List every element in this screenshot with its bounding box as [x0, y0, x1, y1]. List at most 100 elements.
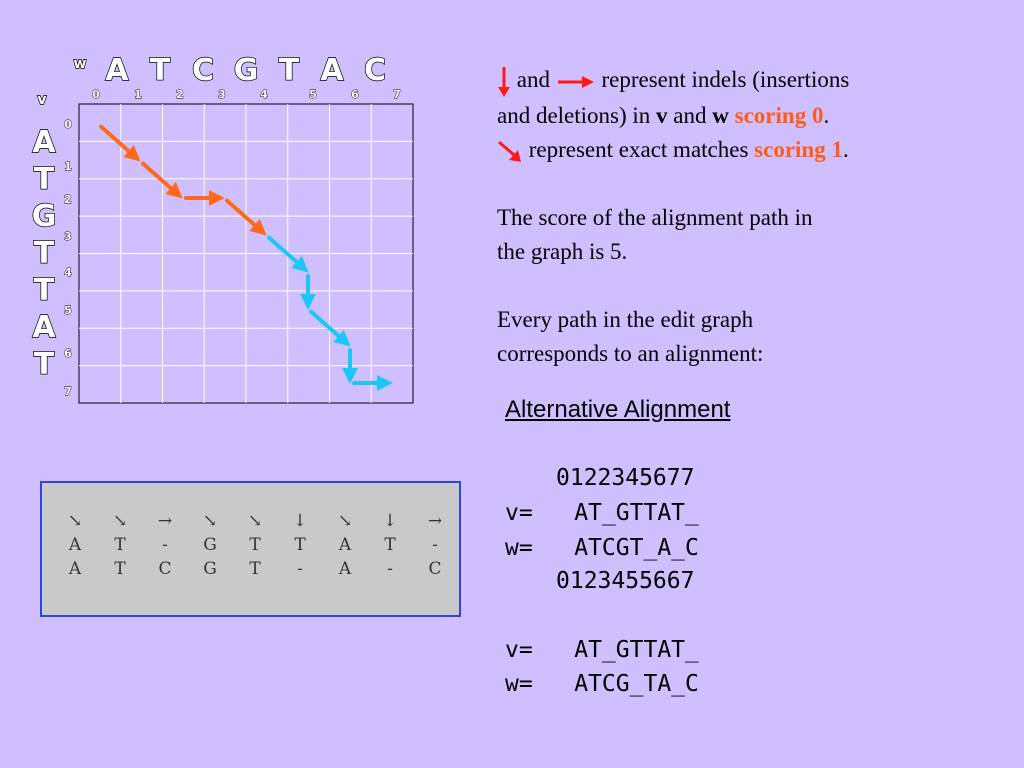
column-index: 3: [218, 88, 226, 101]
v-letter: T: [34, 347, 55, 382]
alignment-w-char: C: [158, 559, 172, 579]
alignment-v-char: G: [203, 535, 217, 555]
alignment-v-char: -: [162, 535, 168, 555]
alignment-arrow: →: [157, 511, 173, 531]
alignment-arrow: ↘: [247, 511, 263, 531]
alignment-arrow: ↓: [292, 511, 308, 531]
path-arrow-diagonal: [225, 198, 267, 236]
score-line-2: the graph is 5.: [497, 238, 628, 264]
v-letter: A: [32, 125, 56, 160]
score-statement: The score of the alignment path in the g…: [497, 201, 937, 269]
alignment-column: ↘ G G: [195, 509, 225, 581]
path-arrow-diagonal: [141, 161, 183, 199]
row-index: 0: [64, 118, 72, 131]
alignment-v-char: A: [338, 535, 352, 555]
column-index: 7: [393, 88, 401, 101]
indel-text-line-2: and deletions) in: [497, 102, 651, 128]
row-index: 5: [64, 304, 72, 317]
match-text: represent exact matches: [528, 136, 749, 162]
w-letter: A: [105, 53, 129, 88]
w-letter: G: [234, 53, 259, 88]
w-letter: T: [150, 53, 171, 88]
indel-text-line-1: represent indels (insertions: [601, 67, 850, 92]
column-index: 1: [134, 88, 142, 101]
column-index: 0: [92, 88, 100, 101]
column-index: 4: [260, 88, 268, 101]
every-line-1: Every path in the edit graph: [497, 306, 754, 332]
alignment-column: → - C: [150, 509, 180, 581]
alignment-path: [99, 124, 393, 391]
indel-explanation: and represent indels (insertions and del…: [497, 63, 937, 167]
column-index: 6: [351, 88, 359, 101]
right-arrow-icon: [557, 75, 594, 88]
alignment-column: ↘ A A: [60, 509, 90, 581]
v-letter: A: [32, 310, 56, 345]
alt-w-line-2: w= ATCG_TA_C: [505, 671, 699, 697]
alignment-w-char: G: [203, 559, 217, 579]
w-sequence-label: w: [74, 56, 87, 72]
alt-v-line-2: v= AT_GTTAT_: [505, 637, 699, 663]
alignment-w-char: -: [297, 559, 303, 579]
w-bold: w: [712, 102, 729, 128]
alignment-v-char: T: [249, 535, 261, 555]
path-statement: Every path in the edit graph corresponds…: [497, 303, 937, 371]
alignment-w-char: T: [114, 559, 126, 579]
alignment-arrow: ↘: [67, 511, 83, 531]
alignment-v-char: -: [432, 535, 438, 555]
column-index: 5: [309, 88, 317, 101]
alt-w-line-1: w= ATCGT_A_C: [505, 535, 699, 561]
alignment-v-char: T: [114, 535, 126, 555]
alternative-alignment-title: Alternative Alignment: [505, 396, 731, 423]
diagonal-arrow-icon: [498, 141, 521, 163]
score-line-1: The score of the alignment path in: [497, 204, 813, 230]
v-sequence-label: v: [37, 92, 46, 108]
alignment-column: ↘ A A: [330, 509, 360, 581]
row-index: 2: [64, 193, 72, 206]
alignment-arrow: ↘: [112, 511, 128, 531]
v-letter: G: [32, 199, 57, 234]
scoring-1: scoring 1: [754, 136, 843, 162]
alignment-box: ↘ A A ↘ T T → - C ↘ G G ↘ T T ↓ T - ↘ A A ↓ T - → - C: [40, 481, 461, 617]
path-arrow-diagonal: [309, 309, 351, 347]
alt-v-line-1: v= AT_GTTAT_: [505, 500, 699, 526]
alignment-w-char: C: [428, 559, 442, 579]
every-line-2: corresponds to an alignment:: [497, 340, 764, 366]
alignment-w-char: -: [387, 559, 393, 579]
row-indices: 0 1 2 3 4 5 6 7: [64, 118, 73, 399]
row-index: 6: [64, 347, 72, 360]
v-letter: T: [34, 273, 55, 308]
alignment-arrow: ↓: [382, 511, 398, 531]
alignment-arrow: ↘: [337, 511, 353, 531]
column-index: 2: [176, 88, 184, 101]
row-index: 7: [64, 385, 72, 398]
w-letter: C: [364, 53, 386, 88]
period: .: [842, 136, 849, 162]
explanation-text: and represent indels (insertions and del…: [497, 63, 937, 371]
v-letter: T: [34, 162, 55, 197]
alignment-w-char: A: [68, 559, 82, 579]
alignment-w-char: T: [249, 559, 261, 579]
alignment-column: → - C: [420, 509, 450, 581]
alignment-w-char: A: [338, 559, 352, 579]
w-letter: C: [192, 53, 214, 88]
alignment-column: ↘ T T: [105, 509, 135, 581]
alignment-column: ↘ T T: [240, 509, 270, 581]
scoring-0: scoring 0: [734, 102, 824, 128]
column-indices: 0 1 2 3 4 5 6 7: [92, 88, 402, 102]
path-arrow-diagonal: [267, 235, 309, 273]
alignment-v-char: A: [68, 535, 82, 555]
row-index: 4: [64, 266, 72, 279]
and-text-2: and: [673, 102, 707, 128]
alignment-v-char: T: [384, 535, 396, 555]
row-index: 3: [64, 230, 72, 243]
path-arrow-diagonal: [99, 124, 141, 162]
w-letter: A: [320, 53, 344, 88]
v-bold: v: [656, 102, 668, 128]
alignment-column: ↓ T -: [375, 509, 405, 581]
alignment-column: ↓ T -: [285, 509, 315, 581]
and-text: and: [516, 67, 550, 92]
alt-top-indices: 0122345677: [556, 465, 695, 491]
